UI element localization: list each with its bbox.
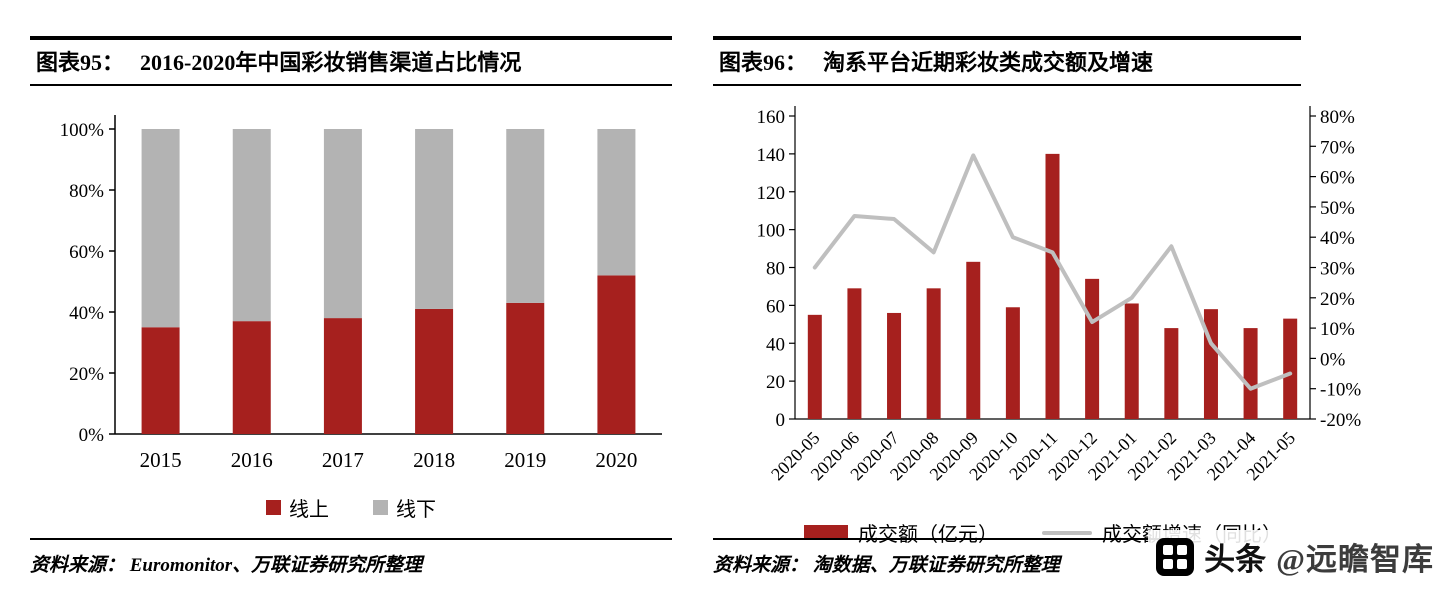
left-chart-legend: 线上 线下 [30,493,672,522]
online-legend-label: 线上 [289,499,329,521]
panel-right: 图表96： 淘系平台近期彩妆类成交额及增速 0 20 40 60 80 100 120 140 1… [713,36,1373,547]
online-legend-swatch-icon [266,500,281,515]
combo-bar-line-chart: 0 20 40 60 80 100 120 140 160 -20% -10% 0% 10% 20% 30%… [757,106,1361,484]
left-chart-header-title: 2016-2020年中国彩妆销售渠道占比情况 [140,50,522,75]
svg-text:60%: 60% [1320,168,1355,189]
left-source-text: 资料来源： Euromonitor、万联证券研究所整理 [30,555,423,576]
svg-text:40%: 40% [69,303,104,324]
svg-text:0%: 0% [1320,349,1346,370]
gmv-legend-swatch-icon [804,525,848,540]
legend-item-offline: 线下 [373,493,436,522]
svg-text:2016: 2016 [231,448,273,472]
left-source-note: 资料来源： Euromonitor、万联证券研究所整理 [30,538,672,577]
svg-text:10%: 10% [1320,319,1355,340]
right-chart-header-title: 淘系平台近期彩妆类成交额及增速 [823,50,1154,75]
svg-text:70%: 70% [1320,137,1355,158]
gmv-legend-label: 成交额（亿元） [858,524,998,546]
watermark: 头条 @远瞻智库 [1148,530,1442,583]
svg-text:2017: 2017 [322,448,364,472]
svg-text:80: 80 [766,259,785,280]
svg-text:160: 160 [757,107,786,128]
svg-text:100: 100 [757,221,786,242]
svg-text:20: 20 [766,372,785,393]
svg-text:20%: 20% [69,364,104,385]
legend-item-gmv: 成交额（亿元） [804,518,998,547]
svg-text:60%: 60% [69,242,104,263]
watermark-handle: @远瞻智库 [1276,542,1434,577]
svg-text:2019: 2019 [504,448,546,472]
svg-text:2015: 2015 [140,448,182,472]
panel-left: 图表95： 2016-2020年中国彩妆销售渠道占比情况 0% 20% 40% 60% 8… [30,36,672,522]
right-source-note: 资料来源： 淘数据、万联证券研究所整理 [713,538,1173,577]
offline-legend-swatch-icon [373,500,388,515]
svg-text:40%: 40% [1320,228,1355,249]
legend-item-online: 线上 [266,493,329,522]
watermark-brand: 头条 [1204,542,1267,577]
offline-legend-label: 线下 [396,499,436,521]
svg-text:80%: 80% [1320,107,1355,128]
svg-text:30%: 30% [1320,259,1355,280]
svg-text:2018: 2018 [413,448,455,472]
left-chart-header: 图表95： 2016-2020年中国彩妆销售渠道占比情况 [30,36,672,86]
right-chart-header: 图表96： 淘系平台近期彩妆类成交额及增速 [713,36,1301,86]
svg-text:0: 0 [776,410,786,431]
right-source-text: 资料来源： 淘数据、万联证券研究所整理 [713,555,1060,576]
svg-text:80%: 80% [69,181,104,202]
svg-text:40: 40 [766,334,785,355]
svg-text:100%: 100% [60,120,105,141]
growth-legend-swatch-icon [1042,530,1092,535]
svg-text:20%: 20% [1320,289,1355,310]
svg-text:140: 140 [757,145,786,166]
svg-text:60: 60 [766,296,785,317]
right-chart-header-label: 图表96： [719,50,808,75]
svg-text:120: 120 [757,183,786,204]
left-chart-header-label: 图表95： [36,50,125,75]
stacked-bar-chart: 0% 20% 40% 60% 80% 100% 2015 2016 2017 2018 2019 20… [60,115,662,472]
svg-text:2020: 2020 [595,448,637,472]
svg-text:50%: 50% [1320,198,1355,219]
svg-text:0%: 0% [79,425,105,446]
svg-text:-20%: -20% [1320,410,1361,431]
svg-text:-10%: -10% [1320,380,1361,401]
toutiao-logo-icon [1156,537,1195,576]
